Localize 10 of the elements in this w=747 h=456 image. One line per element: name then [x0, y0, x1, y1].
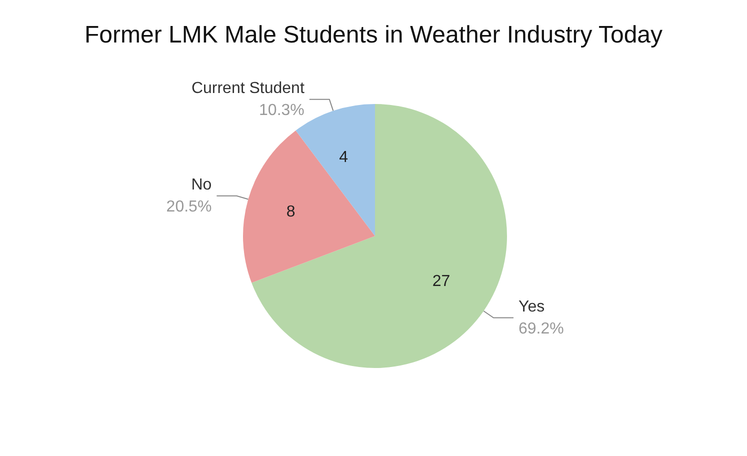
slice-label: Yes — [518, 298, 545, 316]
slice-label: No — [191, 176, 212, 194]
data-label: 27 — [432, 272, 450, 290]
text: 10.3% — [259, 102, 304, 119]
data-label: 8 — [286, 204, 296, 221]
data-label: 4 — [339, 148, 348, 166]
text: 69.2% — [518, 320, 564, 338]
chart-title: Former LMK Male Students in Weather Industry Today — [84, 22, 663, 48]
slice-label: Current Student — [191, 80, 305, 97]
text: 20.5% — [166, 198, 212, 216]
